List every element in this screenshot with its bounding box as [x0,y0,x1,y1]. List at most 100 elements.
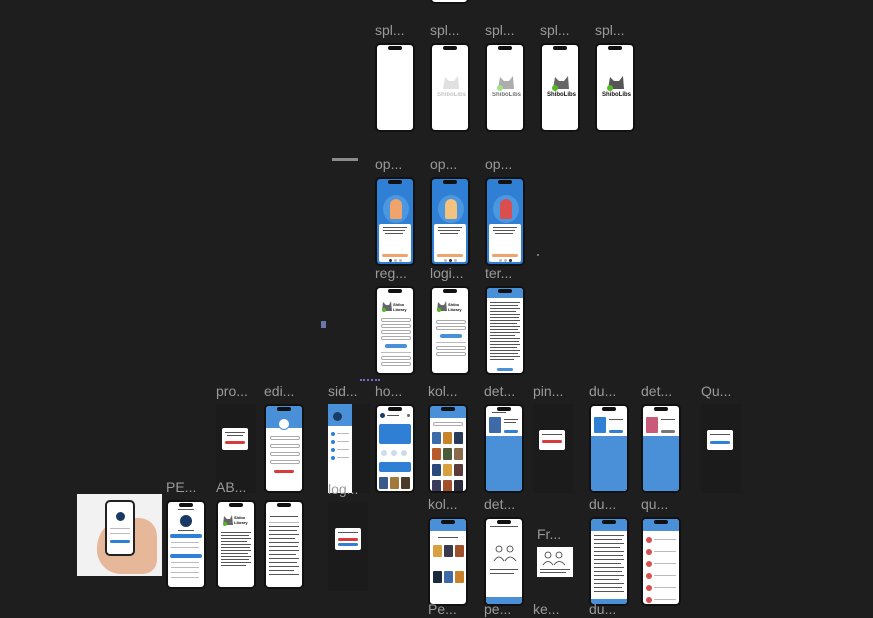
book-cover[interactable] [401,477,410,489]
book-cover[interactable] [379,477,388,489]
frame-label[interactable]: det... [484,496,516,512]
register-button[interactable] [385,344,407,348]
frame-label[interactable]: spl... [430,22,460,38]
frame-du-1[interactable]: du... [589,383,629,493]
frame-collection-1[interactable]: kol... [428,383,468,493]
book-cover[interactable] [443,464,452,476]
book-cover[interactable] [444,545,453,557]
book-cover[interactable] [455,545,464,557]
frame-du-2[interactable]: du... [589,496,629,606]
frame-ab-2[interactable] [264,500,304,589]
address-field[interactable] [270,460,300,464]
frame-label[interactable]: edi... [264,383,295,399]
notification-icon[interactable] [407,414,410,417]
avatar[interactable] [278,418,290,430]
frame-label[interactable]: du... [589,383,617,399]
book-cover[interactable] [432,480,441,491]
frame-label[interactable]: AB... [216,479,247,495]
search-input[interactable] [433,422,463,426]
action-button[interactable] [591,599,627,604]
frame-label[interactable]: pin... [533,383,564,399]
next-button[interactable] [492,254,518,257]
frame-label[interactable]: det... [641,383,673,399]
book-cover[interactable] [433,545,442,557]
book-cover[interactable] [454,480,463,491]
next-button[interactable] [382,254,408,257]
facebook-signin-button[interactable] [381,362,411,366]
frame-terms[interactable]: ter... [485,265,525,375]
frame-frame[interactable]: Fr... [537,526,573,577]
frame-label[interactable]: du... [589,496,617,512]
frame-label-pe-2[interactable]: Pe... [428,601,457,617]
sidebar-overlay[interactable] [352,404,370,493]
frame-label[interactable]: op... [430,156,458,172]
book-cover[interactable] [390,477,399,489]
book-cover[interactable] [432,432,441,444]
book-cover[interactable] [443,432,452,444]
frame-edit-profile[interactable]: edi... [264,383,304,493]
frame-label[interactable]: kol... [428,496,458,512]
book-cover[interactable] [432,464,441,476]
frame-register[interactable]: reg... Shibo Library [375,265,415,375]
frame-label[interactable]: spl... [485,22,515,38]
sidebar-collection-icon[interactable] [331,440,335,444]
dialog-confirm-button[interactable] [710,441,730,444]
frame-label[interactable]: sid... [328,383,358,399]
frame-home[interactable]: ho... [375,383,415,493]
google-signin-button[interactable] [381,356,411,360]
frame-top-partial[interactable] [430,0,469,4]
name-field[interactable] [270,436,300,440]
frame-profile[interactable]: pro... [216,383,256,493]
frame-logout[interactable]: log... [328,481,368,591]
frame-label[interactable]: qu... [641,496,669,512]
frame-label-du-3[interactable]: du... [589,601,617,617]
frame-detail-1[interactable]: det... [484,383,524,493]
book-cover[interactable] [444,571,453,583]
category-icon[interactable] [401,450,407,456]
borrow-button[interactable] [504,430,518,433]
sidebar-about-icon[interactable] [331,456,335,460]
save-button[interactable] [274,470,294,473]
frame-label[interactable]: logi... [430,265,464,281]
frame-splash-4[interactable]: spl... ShiboLibs [540,22,580,132]
password-field[interactable] [381,330,411,334]
frame-splash-5[interactable]: spl... ShiboLibs [595,22,635,132]
book-cover[interactable] [454,448,463,460]
avatar[interactable] [380,413,385,418]
name-field[interactable] [381,318,411,322]
book-cover[interactable] [454,464,463,476]
frame-label[interactable]: kol... [428,383,458,399]
book-cover[interactable] [455,571,464,583]
frame-collection-2[interactable]: kol... [428,496,468,606]
facebook-signin-button[interactable] [436,352,466,356]
frame-label[interactable]: ter... [485,265,513,281]
frame-label[interactable]: det... [484,383,516,399]
sidebar-home-icon[interactable] [331,432,335,436]
frame-about[interactable]: AB... Shibo Library [216,479,256,589]
password-field[interactable] [436,326,466,330]
frame-splash-3[interactable]: spl... ShiboLibs [485,22,525,132]
phone-field[interactable] [270,452,300,456]
frame-splash-1[interactable]: spl... [375,22,415,132]
frame-label[interactable]: op... [485,156,513,172]
logout-confirm-button[interactable] [338,538,358,541]
book-cover[interactable] [432,448,441,460]
sidebar-borrow-icon[interactable] [331,448,335,452]
frame-label[interactable]: Qu... [701,383,732,399]
action-button[interactable] [486,597,522,604]
email-field[interactable] [381,324,411,328]
category-icon[interactable] [391,450,397,456]
hand-phone-mockup[interactable] [77,494,162,576]
frame-detail-2[interactable]: det... [641,383,681,493]
frame-label[interactable]: reg... [375,265,407,281]
frame-label-pe-3[interactable]: pe... [484,601,512,617]
frame-label[interactable]: Fr... [537,526,562,542]
frame-label[interactable]: spl... [375,22,405,38]
frame-label-ke[interactable]: ke... [533,601,560,617]
frame-sidebar[interactable]: sid... [328,383,358,493]
info-card[interactable] [379,462,411,472]
frame-question-1[interactable]: Qu... [701,383,741,493]
frame-label[interactable]: spl... [595,22,625,38]
borrow-button[interactable] [661,430,675,433]
